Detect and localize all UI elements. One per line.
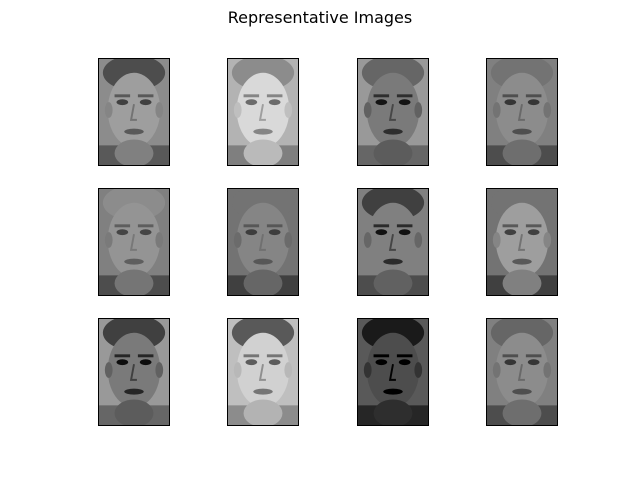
figure-title: Representative Images [227, 8, 413, 27]
face-image-10 [227, 318, 299, 426]
face-image-5 [98, 188, 170, 296]
face-image-3 [357, 58, 429, 166]
face-image-6 [227, 188, 299, 296]
face-image-11 [357, 318, 429, 426]
face-image-1 [98, 58, 170, 166]
face-image-9 [98, 318, 170, 426]
face-image-4 [486, 58, 558, 166]
face-image-2 [227, 58, 299, 166]
face-image-12 [486, 318, 558, 426]
face-image-8 [486, 188, 558, 296]
face-image-7 [357, 188, 429, 296]
